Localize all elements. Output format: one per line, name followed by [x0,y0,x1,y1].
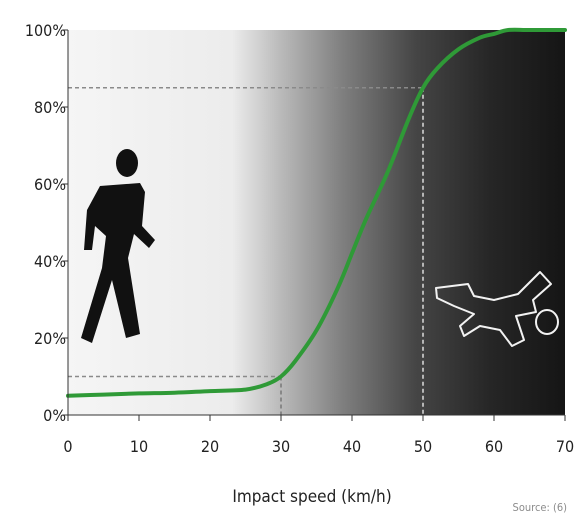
source-label: Source: (6) [513,501,568,514]
x-tick-label: 20 [201,437,219,456]
x-tick-label: 70 [556,437,574,456]
axes [67,30,565,416]
x-ticks: 0 10 20 30 40 50 60 70 [63,415,574,456]
reference-lines [68,87,424,415]
fallen-pedestrian-outline-icon [435,271,559,347]
y-tick-label: 80% [34,98,66,117]
x-tick-label: 30 [272,437,290,456]
x-tick-label: 10 [130,437,148,456]
fatality-risk-line [66,27,567,398]
x-tick-label: 60 [485,437,503,456]
y-tick-label: 100% [25,21,66,40]
y-tick-label: 60% [34,175,66,194]
x-tick-label: 40 [343,437,361,456]
y-ticks: 0% 20% 40% 60% 80% 100% [25,21,68,425]
plot-background [68,30,565,415]
y-tick-label: 0% [43,406,66,425]
x-tick-label: 50 [414,437,432,456]
walking-pedestrian-icon [81,149,155,343]
y-tick-label: 40% [34,252,66,271]
x-tick-label: 0 [63,437,72,456]
y-tick-label: 20% [34,329,66,348]
x-axis-label: Impact speed (km/h) [232,487,391,507]
